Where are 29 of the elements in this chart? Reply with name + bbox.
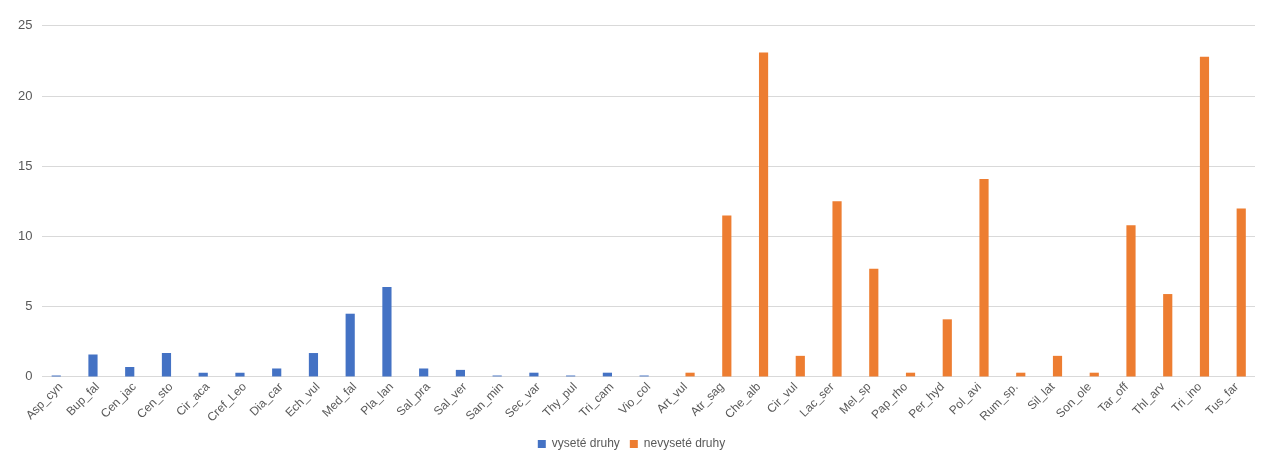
- legend-label: nevyseté druhy: [643, 436, 726, 451]
- bar: [308, 353, 319, 377]
- bar: [979, 178, 989, 377]
- bar: [795, 355, 805, 377]
- bar: [1052, 355, 1063, 377]
- y-tick-label: 25: [17, 17, 33, 33]
- bar: [722, 215, 732, 377]
- bar: [1199, 56, 1210, 377]
- y-tick-label: 10: [17, 228, 33, 244]
- bar: [455, 369, 466, 377]
- bar: [88, 354, 98, 377]
- bar: [382, 287, 392, 377]
- bar: [419, 368, 429, 377]
- bar: [832, 201, 842, 377]
- legend-label: vyseté druhy: [551, 436, 620, 451]
- bar: [869, 268, 879, 377]
- bar: [942, 319, 952, 377]
- bar: [1126, 225, 1136, 377]
- y-tick-label: 20: [17, 87, 33, 103]
- y-tick-label: 15: [17, 157, 33, 173]
- bar: [1236, 208, 1246, 377]
- y-tick-label: 5: [25, 298, 33, 314]
- y-tick-label: 0: [25, 368, 33, 384]
- bar: [272, 368, 282, 377]
- bar: [1163, 294, 1173, 377]
- bar: [161, 353, 172, 377]
- bar: [758, 52, 769, 377]
- bar: [345, 313, 355, 377]
- bar: [125, 367, 135, 377]
